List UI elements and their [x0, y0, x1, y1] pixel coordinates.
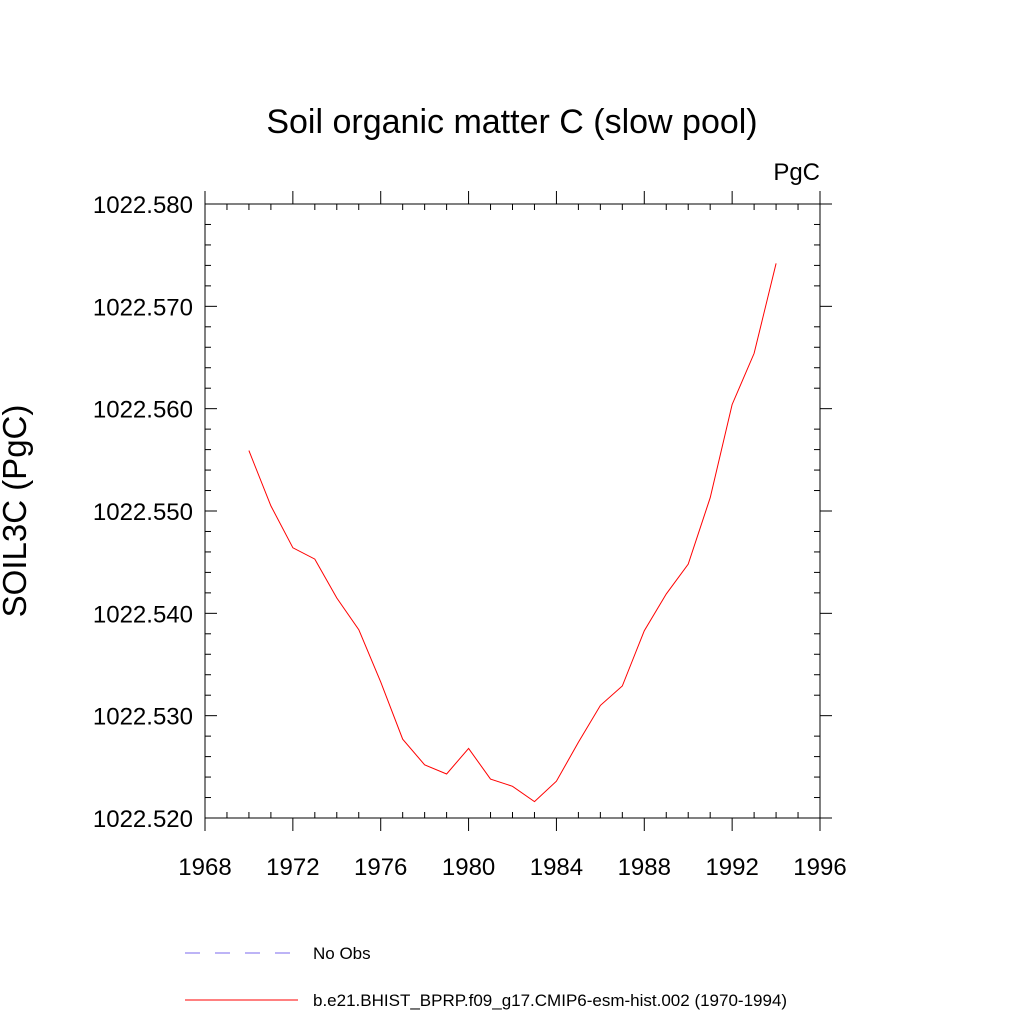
y-tick-label: 1022.540 [93, 601, 193, 628]
y-tick-label: 1022.520 [93, 806, 193, 833]
y-tick-label: 1022.570 [93, 294, 193, 321]
x-tick-label: 1968 [178, 854, 231, 881]
x-tick-label: 1988 [618, 854, 671, 881]
y-tick-label: 1022.550 [93, 499, 193, 526]
y-axis-label: SOIL3C (PgC) [0, 405, 33, 618]
y-tick-label: 1022.560 [93, 397, 193, 424]
x-axis: 1968 1972 1976 1980 1984 1988 1992 1996 [178, 191, 847, 881]
y-tick-label: 1022.580 [93, 192, 193, 219]
x-tick-label: 1976 [354, 854, 407, 881]
series-layer [248, 263, 777, 803]
x-tick-label: 1972 [266, 854, 319, 881]
y-tick-label: 1022.530 [93, 704, 193, 731]
x-tick-label: 1992 [705, 854, 758, 881]
legend: No Obs b.e21.BHIST_BPRP.f09_g17.CMIP6-esm… [185, 944, 787, 1010]
plot-frame [204, 203, 821, 819]
x-tick-label: 1996 [793, 854, 846, 881]
units-label: PgC [773, 159, 820, 186]
legend-label: b.e21.BHIST_BPRP.f09_g17.CMIP6-esm-hist.… [313, 991, 787, 1010]
series-line [248, 263, 777, 803]
y-axis: 1022.520 1022.530 1022.540 1022.550 1022.560… [93, 192, 832, 833]
legend-label: No Obs [313, 944, 371, 963]
x-tick-label: 1980 [442, 854, 495, 881]
x-tick-label: 1984 [530, 854, 583, 881]
chart-title: Soil organic matter C (slow pool) [266, 103, 757, 141]
